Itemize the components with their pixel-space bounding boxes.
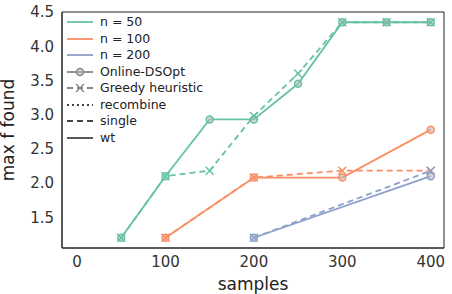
svg-text:3.5: 3.5 (30, 72, 54, 90)
svg-text:200: 200 (240, 253, 269, 271)
svg-text:max f found: max f found (8, 79, 18, 182)
html-text:wt: wt (100, 129, 116, 145)
html-text:Online-DSOpt: Online-DSOpt (100, 63, 186, 79)
svg-text:2.0: 2.0 (30, 174, 54, 192)
svg-text:100: 100 (151, 253, 180, 271)
html-text:n = 200: n = 200 (100, 47, 151, 62)
svg-text:300: 300 (328, 253, 357, 271)
svg-text:samples: samples (218, 274, 289, 294)
html-text:n = 50: n = 50 (100, 14, 143, 29)
svg-text:400: 400 (416, 253, 444, 271)
html-text:Greedy heuristic: Greedy heuristic (100, 80, 204, 95)
svg-text:3.0: 3.0 (30, 106, 54, 124)
html-text:n = 100: n = 100 (100, 30, 151, 46)
svg-text:0: 0 (72, 253, 82, 271)
svg-text:2.5: 2.5 (30, 140, 54, 158)
svg-text:1.5: 1.5 (30, 209, 54, 227)
svg-text:4.0: 4.0 (30, 38, 54, 56)
html-text:recombine: recombine (100, 96, 167, 112)
html-text:single: single (100, 113, 137, 128)
svg-text:4.5: 4.5 (30, 3, 54, 21)
